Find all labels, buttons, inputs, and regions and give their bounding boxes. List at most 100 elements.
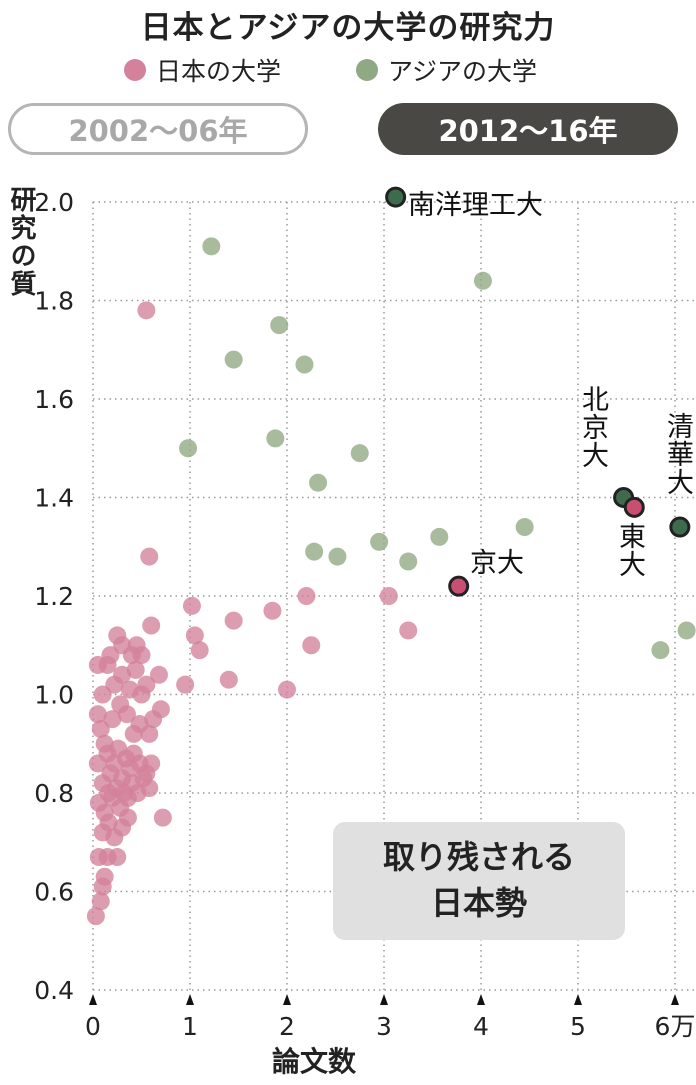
y-axis-label: 研究の質 bbox=[6, 186, 36, 298]
point-japan bbox=[302, 636, 321, 655]
y-tick-label: 1.8 bbox=[34, 287, 74, 316]
y-tick-label: 0.4 bbox=[34, 976, 74, 1005]
highlight-point-asia bbox=[669, 516, 691, 538]
point-japan bbox=[95, 867, 114, 886]
point-asia bbox=[430, 527, 449, 546]
point-japan bbox=[91, 892, 110, 911]
label-tsinghua: 清華大 bbox=[662, 412, 693, 496]
legend-item-japan: 日本の大学 bbox=[124, 52, 281, 88]
point-japan bbox=[132, 646, 151, 665]
x-tick-label: 6万 bbox=[655, 1012, 696, 1041]
point-japan bbox=[190, 641, 209, 660]
highlight-point-japan bbox=[448, 575, 470, 597]
highlight-point-asia bbox=[385, 186, 407, 208]
legend-label-japan: 日本の大学 bbox=[156, 57, 282, 86]
point-japan bbox=[142, 754, 161, 773]
point-asia bbox=[224, 350, 243, 369]
legend-item-asia: アジアの大学 bbox=[356, 52, 537, 88]
point-asia bbox=[295, 355, 314, 374]
label-kyodai: 京大 bbox=[470, 548, 524, 579]
y-tick-label: 0.8 bbox=[34, 779, 74, 808]
point-japan bbox=[399, 621, 418, 640]
legend-label-asia: アジアの大学 bbox=[388, 57, 538, 86]
period-button-2012-16[interactable]: 2012～16年 bbox=[378, 103, 678, 155]
point-japan bbox=[153, 808, 172, 827]
x-tick-label: 3 bbox=[376, 1012, 392, 1041]
point-japan bbox=[140, 779, 159, 798]
point-japan bbox=[176, 675, 195, 694]
point-japan bbox=[297, 587, 316, 605]
point-asia bbox=[179, 439, 198, 458]
x-tick-mark bbox=[186, 994, 194, 1005]
y-tick-label: 1.2 bbox=[34, 582, 74, 611]
point-japan bbox=[278, 680, 296, 699]
point-asia bbox=[677, 621, 696, 640]
label-nanyang: 南洋理工大 bbox=[408, 190, 543, 221]
x-tick-label: 0 bbox=[85, 1012, 101, 1041]
point-asia bbox=[651, 641, 670, 660]
legend: 日本の大学 アジアの大学 bbox=[0, 52, 696, 88]
y-tick-label: 2.0 bbox=[34, 188, 74, 217]
point-japan bbox=[137, 675, 156, 694]
label-peking: 北京大 bbox=[577, 385, 608, 469]
point-japan bbox=[379, 587, 398, 605]
point-japan bbox=[118, 808, 137, 827]
x-tick-label: 1 bbox=[182, 1012, 198, 1041]
x-tick-mark bbox=[477, 994, 485, 1005]
point-asia bbox=[266, 429, 285, 448]
point-japan bbox=[219, 670, 238, 689]
point-japan bbox=[86, 907, 105, 926]
y-tick-label: 1.4 bbox=[34, 484, 74, 513]
x-tick-mark bbox=[89, 994, 97, 1005]
point-asia bbox=[399, 552, 418, 571]
chart-title: 日本とアジアの大学の研究力 bbox=[140, 10, 556, 46]
point-japan bbox=[108, 848, 127, 867]
x-axis-label: 論文数 bbox=[272, 1045, 357, 1078]
x-tick-mark bbox=[283, 994, 291, 1005]
data-points bbox=[86, 237, 696, 926]
highlight-point-japan bbox=[623, 496, 645, 518]
legend-dot-japan bbox=[124, 59, 146, 81]
y-tick-label: 1.6 bbox=[34, 385, 74, 414]
point-japan bbox=[224, 611, 243, 630]
x-tick-label: 5 bbox=[570, 1012, 586, 1041]
point-japan bbox=[120, 680, 139, 699]
point-japan bbox=[140, 547, 159, 566]
point-asia bbox=[309, 473, 328, 492]
point-asia bbox=[473, 271, 492, 290]
point-asia bbox=[202, 237, 221, 256]
label-todai: 東大 bbox=[614, 522, 645, 578]
point-japan bbox=[263, 601, 282, 620]
point-asia bbox=[305, 542, 324, 561]
point-japan bbox=[142, 616, 161, 635]
point-japan bbox=[149, 665, 168, 684]
x-tick-label: 2 bbox=[279, 1012, 295, 1041]
point-japan bbox=[117, 705, 136, 724]
point-japan bbox=[140, 724, 159, 743]
y-tick-label: 0.6 bbox=[34, 878, 74, 907]
point-japan bbox=[101, 646, 120, 665]
point-asia bbox=[370, 532, 389, 551]
legend-dot-asia bbox=[356, 59, 378, 81]
point-japan bbox=[99, 813, 118, 832]
x-tick-mark bbox=[671, 994, 679, 1005]
callout-line-1: 取り残される bbox=[382, 838, 575, 876]
highlighted-points bbox=[385, 186, 691, 597]
point-japan bbox=[182, 596, 201, 615]
grid bbox=[92, 201, 696, 991]
point-asia bbox=[350, 444, 369, 463]
x-tick-mark bbox=[380, 994, 388, 1005]
point-japan bbox=[103, 710, 122, 729]
point-japan bbox=[126, 660, 145, 679]
point-japan bbox=[105, 675, 124, 694]
point-japan bbox=[137, 301, 156, 320]
point-asia bbox=[328, 547, 347, 566]
point-japan bbox=[88, 705, 107, 724]
period-button-2002-06[interactable]: 2002～06年 bbox=[8, 103, 308, 155]
point-asia bbox=[270, 316, 289, 335]
point-asia bbox=[515, 518, 534, 537]
point-japan bbox=[185, 626, 204, 645]
point-japan bbox=[89, 848, 108, 867]
axis-ticks: 0.4 0.6 0.8 1.0 1.2 1.4 1.6 1.8 2.0 0 1 2 3 4 5 6万 bbox=[34, 188, 695, 1041]
x-tick-mark bbox=[574, 994, 582, 1005]
